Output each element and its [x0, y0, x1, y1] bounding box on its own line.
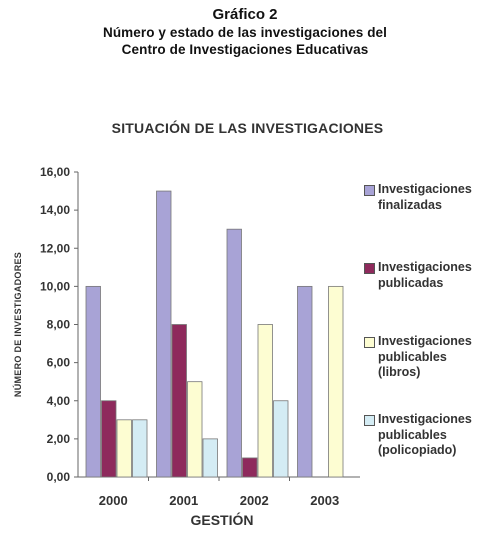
x-tick-label: 2000 — [99, 493, 128, 508]
bar-2000-series-3 — [132, 419, 148, 478]
bar-2003-series-2 — [328, 285, 344, 478]
bar-2001-series-2 — [187, 381, 203, 478]
bar-2001-series-0 — [156, 190, 172, 478]
legend-label-libros: Investigaciones publicables (libros) — [378, 334, 472, 379]
legend-label-policopiado: Investigaciones publicables (policopiado… — [378, 412, 472, 457]
y-tick-label: 6,00 — [47, 356, 71, 370]
bar-2000-series-1 — [101, 400, 117, 478]
y-axis-title: NÚMERO DE INVESTIGADORES — [12, 252, 23, 397]
bar-2002-series-2 — [257, 324, 273, 478]
legend-swatch-publicadas — [364, 263, 375, 274]
bar-2000-series-2 — [116, 419, 132, 478]
figure-caption-line-1: Número y estado de las investigaciones d… — [102, 25, 388, 40]
bar-2001-series-3 — [202, 438, 218, 478]
y-tick-label: 2,00 — [47, 432, 71, 446]
bar-2003-series-0 — [297, 285, 313, 478]
y-tick-label: 8,00 — [47, 318, 71, 332]
figure-label: Gráfico 2 — [212, 6, 278, 23]
bar-2001-series-1 — [171, 324, 187, 478]
x-tick-label: 2001 — [169, 493, 198, 508]
y-tick-label: 16,00 — [40, 165, 70, 179]
y-tick-label: 4,00 — [47, 394, 71, 408]
bar-2002-series-0 — [226, 228, 242, 478]
x-axis-title: GESTIÓN — [190, 511, 253, 528]
legend-swatch-finalizadas — [364, 185, 375, 196]
bar-2000-series-0 — [85, 285, 101, 478]
y-tick-label: 14,00 — [40, 203, 70, 217]
bar-2002-series-3 — [273, 400, 289, 478]
figure-caption-line-2: Centro de Investigaciones Educativas — [121, 42, 369, 57]
figure-header: Gráfico 2 Número y estado de las investi… — [0, 6, 490, 58]
x-tick-label: 2002 — [240, 493, 269, 508]
legend-label-finalizadas: Investigaciones finalizadas — [378, 182, 472, 212]
legend-swatch-libros — [364, 337, 375, 348]
chart-title: SITUACIÓN DE LAS INVESTIGACIONES — [111, 120, 384, 136]
legend-swatch-policopiado — [364, 415, 375, 426]
bar-2002-series-1 — [242, 457, 258, 478]
y-tick-label: 12,00 — [40, 241, 70, 255]
y-tick-label: 10,00 — [40, 279, 70, 293]
x-tick-label: 2003 — [310, 493, 339, 508]
y-tick-label: 0,00 — [47, 470, 71, 484]
legend-label-publicadas: Investigaciones publicadas — [378, 260, 472, 290]
